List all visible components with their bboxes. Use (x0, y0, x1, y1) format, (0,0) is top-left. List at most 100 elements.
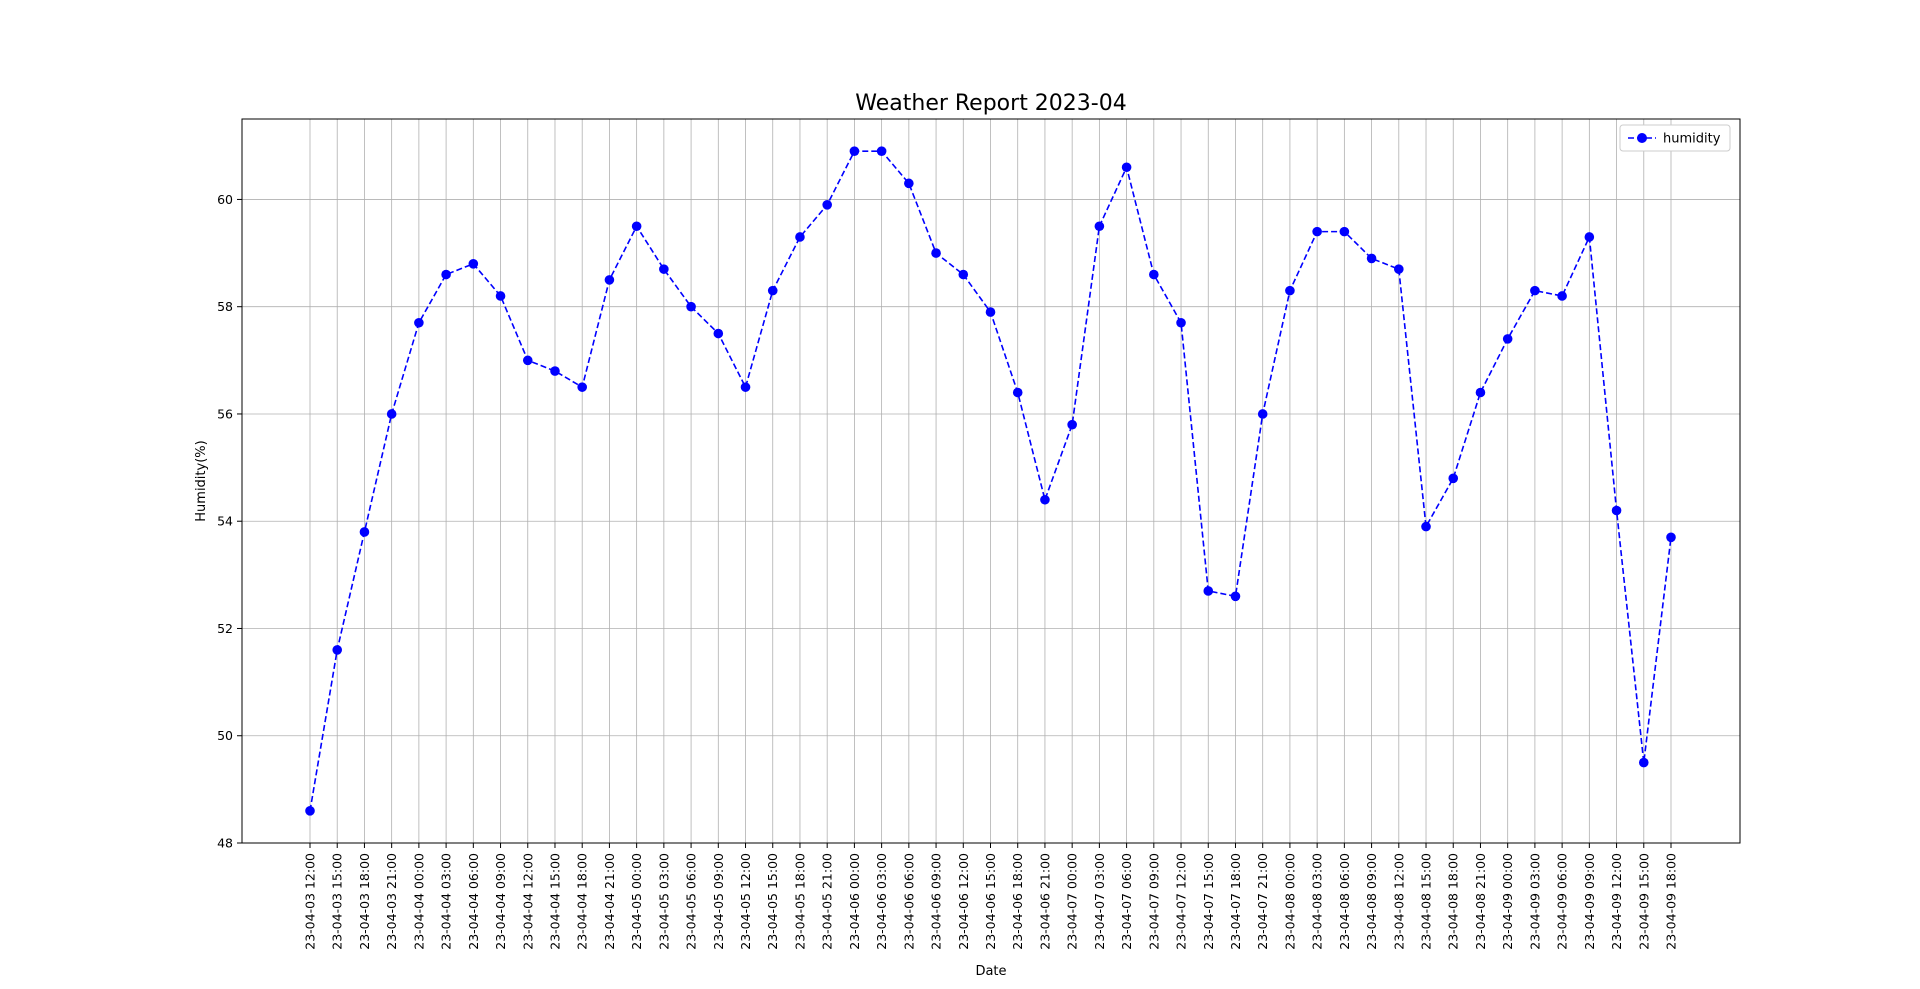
y-tick-label: 48 (217, 836, 233, 851)
x-tick-label: 23-04-03 12:00 (303, 853, 318, 950)
x-tick-label: 23-04-04 09:00 (493, 853, 508, 950)
x-tick-label: 23-04-08 06:00 (1337, 853, 1352, 950)
x-tick-label: 23-04-09 09:00 (1582, 853, 1597, 950)
data-point (414, 317, 424, 328)
y-tick-label: 56 (217, 406, 233, 421)
data-point (1012, 387, 1023, 398)
x-tick-label: 23-04-08 00:00 (1282, 853, 1297, 950)
data-point (1285, 285, 1295, 296)
y-tick-label: 58 (217, 299, 233, 314)
data-point (441, 269, 451, 280)
data-point (904, 178, 914, 189)
x-tick-label: 23-04-05 09:00 (711, 853, 726, 950)
x-tick-label: 23-04-09 18:00 (1664, 853, 1679, 950)
x-tick-label: 23-04-05 06:00 (684, 853, 699, 950)
x-tick-label: 23-04-06 09:00 (929, 853, 944, 950)
data-point (1339, 226, 1350, 237)
data-point (1666, 532, 1676, 543)
x-tick-label: 23-04-05 18:00 (792, 853, 807, 950)
data-point (305, 806, 315, 816)
x-tick-label: 23-04-04 21:00 (602, 853, 617, 950)
x-tick-label: 23-04-08 03:00 (1310, 853, 1325, 950)
x-tick-label: 23-04-07 12:00 (1174, 853, 1189, 950)
data-point (1448, 473, 1459, 484)
y-tick-label: 52 (217, 621, 233, 636)
x-tick-label: 23-04-04 06:00 (466, 853, 481, 950)
data-point (985, 307, 996, 317)
legend-marker (1637, 133, 1647, 143)
data-point (1421, 521, 1431, 532)
x-tick-label: 23-04-03 21:00 (384, 853, 399, 950)
y-tick-label: 60 (217, 192, 233, 207)
data-point (1366, 253, 1377, 264)
x-tick-label: 23-04-08 21:00 (1473, 853, 1488, 950)
x-tick-label: 23-04-06 06:00 (901, 853, 916, 950)
x-tick-label: 23-04-09 03:00 (1527, 853, 1542, 950)
x-tick-label: 23-04-07 06:00 (1119, 853, 1134, 950)
data-point (1557, 291, 1567, 301)
x-tick-label: 23-04-05 21:00 (820, 853, 835, 950)
x-axis: 23-04-03 12:00 23-04-03 15:00 23-04-03 18:… (303, 843, 1679, 950)
x-axis-label: Date (975, 964, 1006, 979)
data-point (1203, 586, 1214, 596)
data-point (795, 232, 805, 242)
x-tick-label: 23-04-07 09:00 (1146, 853, 1161, 950)
data-point (1584, 232, 1595, 242)
data-point (1040, 494, 1050, 505)
x-tick-label: 23-04-05 12:00 (738, 853, 753, 950)
data-point (522, 355, 533, 366)
x-tick-label: 23-04-08 09:00 (1364, 853, 1379, 950)
x-tick-label: 23-04-04 03:00 (439, 853, 454, 950)
data-point (1611, 505, 1622, 516)
data-point (958, 269, 969, 280)
y-axis-label: Humidity(%) (194, 440, 209, 521)
x-tick-label: 23-04-07 00:00 (1065, 853, 1080, 950)
data-point (495, 291, 506, 301)
data-point (359, 527, 370, 537)
x-tick-label: 23-04-06 18:00 (1010, 853, 1025, 950)
data-point (686, 301, 696, 312)
x-tick-label: 23-04-08 18:00 (1446, 853, 1461, 950)
x-tick-label: 23-04-09 15:00 (1636, 853, 1651, 950)
x-tick-label: 23-04-06 15:00 (983, 853, 998, 950)
x-tick-label: 23-04-04 00:00 (411, 853, 426, 950)
legend-entry-humidity: humidity (1663, 132, 1721, 147)
data-point (1530, 285, 1540, 296)
series-humidity (305, 146, 1676, 816)
x-tick-label: 23-04-07 15:00 (1201, 853, 1216, 950)
x-tick-label: 23-04-04 12:00 (520, 853, 535, 950)
x-tick-label: 23-04-05 00:00 (629, 853, 644, 950)
x-tick-label: 23-04-03 15:00 (330, 853, 345, 950)
chart-title: Weather Report 2023-04 (855, 91, 1126, 116)
data-point (1502, 334, 1513, 344)
x-tick-label: 23-04-03 18:00 (357, 853, 372, 950)
data-point (468, 259, 479, 269)
grid (242, 119, 1740, 844)
data-point (631, 221, 642, 232)
data-point (849, 146, 860, 156)
data-point (740, 382, 751, 392)
data-point (876, 146, 887, 156)
data-point (1067, 419, 1077, 430)
x-tick-label: 23-04-06 21:00 (1037, 853, 1052, 950)
data-point (1312, 226, 1322, 237)
x-tick-label: 23-04-04 15:00 (547, 853, 562, 950)
data-point (822, 200, 832, 210)
data-point (1475, 387, 1486, 398)
x-tick-label: 23-04-07 18:00 (1228, 853, 1243, 950)
y-tick-label: 54 (217, 514, 233, 529)
data-point (1638, 757, 1649, 768)
x-tick-label: 23-04-04 18:00 (575, 853, 590, 950)
y-axis: 48 50 52 54 56 58 60 (217, 192, 242, 851)
data-point (1230, 591, 1241, 602)
x-tick-label: 23-04-07 03:00 (1092, 853, 1107, 950)
x-tick-label: 23-04-08 15:00 (1419, 853, 1434, 950)
data-point (767, 285, 778, 296)
data-point (931, 248, 941, 258)
legend: humidity (1619, 124, 1731, 152)
data-point (386, 409, 397, 419)
x-tick-label: 23-04-09 12:00 (1609, 853, 1624, 950)
